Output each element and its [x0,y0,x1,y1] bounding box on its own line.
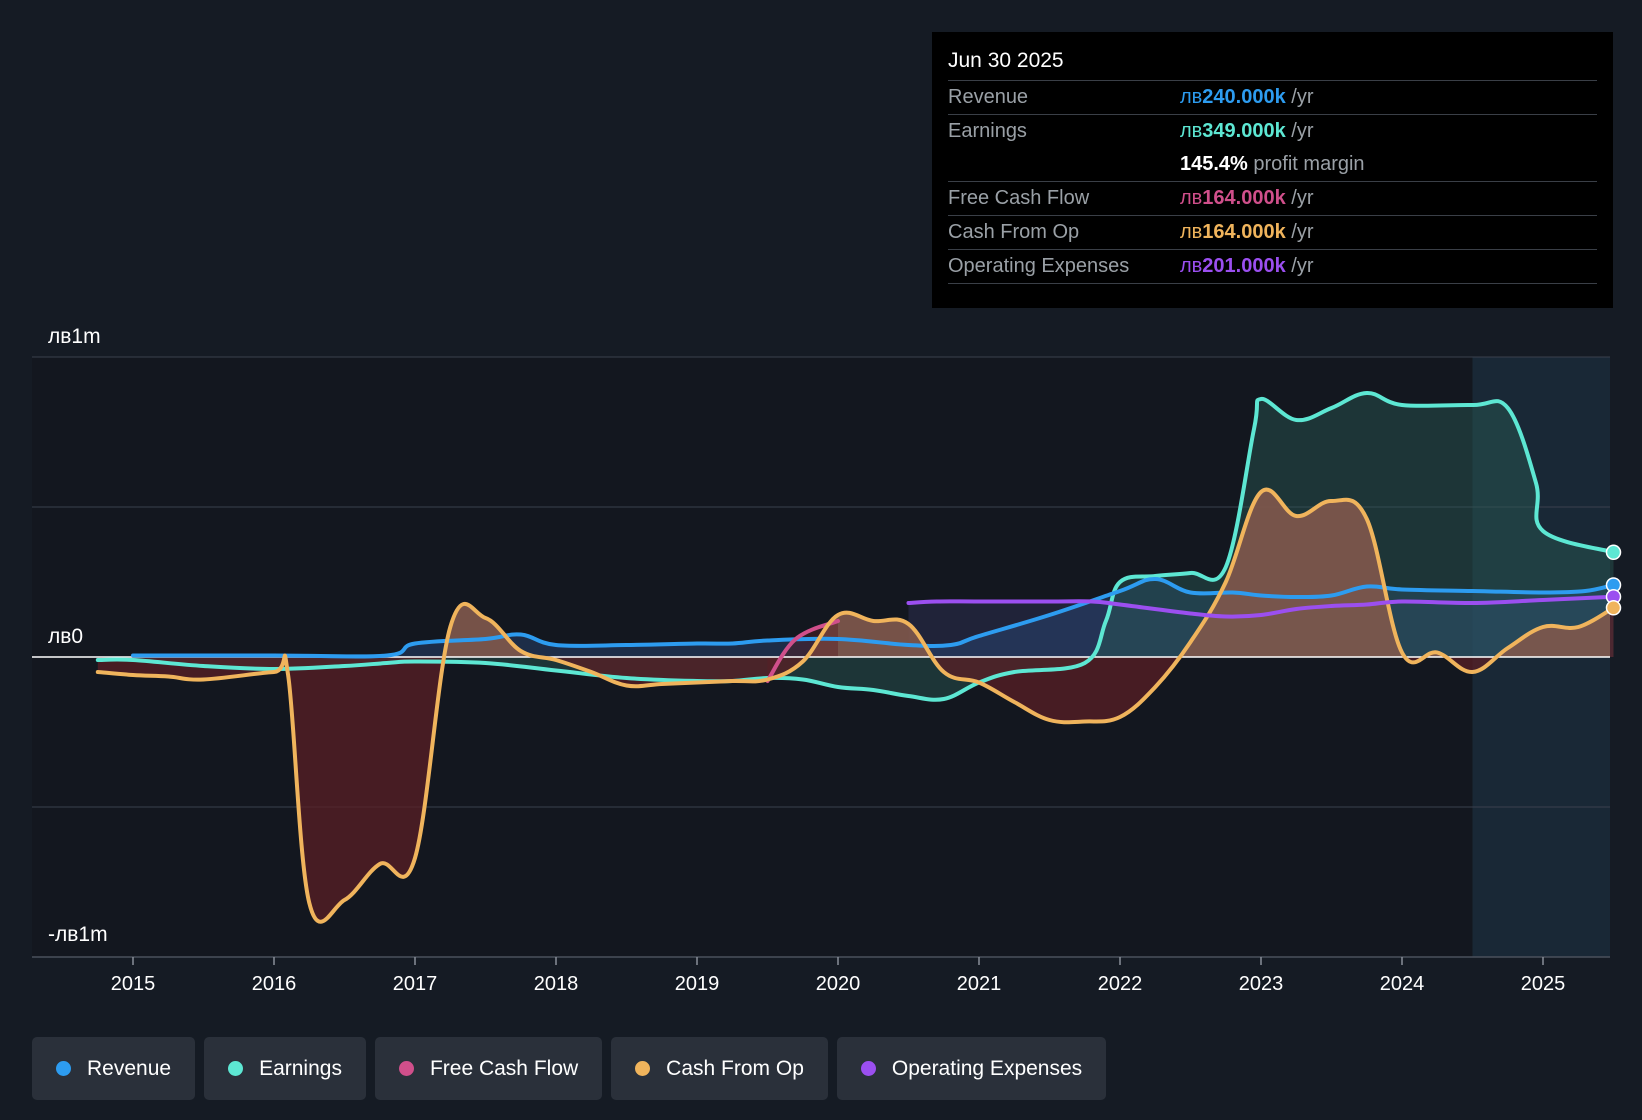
tooltip-row-earnings: Earnings лв349.000k /yr [948,115,1597,148]
tooltip-value: 349.000k [1202,120,1286,142]
y-tick-label: лв1m [48,325,101,348]
tooltip-date: Jun 30 2025 [948,46,1597,81]
tooltip-unit: /yr [1285,221,1314,243]
tooltip-currency: лв [1180,255,1203,277]
end-marker-cfo [1605,600,1622,616]
tooltip-row-cash-from-op: Cash From Op лв164.000k /yr [948,216,1597,250]
tooltip-value: 164.000k [1202,221,1286,243]
legend-item-revenue[interactable]: Revenue [32,1037,196,1100]
tooltip-currency: лв [1180,221,1203,243]
x-tick-label: 2017 [393,973,438,995]
legend-label: Cash From Op [666,1056,804,1080]
x-tick-label: 2024 [1380,973,1425,995]
legend-item-free-cash-flow[interactable]: Free Cash Flow [374,1037,603,1100]
tooltip-currency: лв [1180,120,1203,142]
tooltip-row-operating-expenses: Operating Expenses лв201.000k /yr [948,250,1597,284]
tooltip-unit: /yr [1285,86,1314,108]
legend-label: Earnings [259,1056,342,1080]
y-tick-label: лв0 [48,625,83,648]
tooltip-value: 145.4% [1180,153,1248,175]
tooltip-label: Earnings [948,120,1027,142]
tooltip-label: Operating Expenses [948,255,1130,277]
tooltip-row-free-cash-flow: Free Cash Flow лв164.000k /yr [948,182,1597,216]
tooltip-unit: /yr [1285,120,1314,142]
legend-item-cash-from-op[interactable]: Cash From Op [611,1037,828,1100]
series-line-opex [906,594,1616,619]
tooltip-value: 164.000k [1202,187,1286,209]
tooltip-currency: лв [1180,187,1203,209]
legend-dot-icon [398,1061,414,1076]
tooltip-unit: /yr [1285,187,1314,209]
y-tick-label: -лв1m [48,923,108,946]
legend-label: Operating Expenses [891,1056,1083,1080]
legend-item-operating-expenses[interactable]: Operating Expenses [836,1037,1107,1100]
tooltip-value: 240.000k [1202,86,1286,108]
tooltip-label: Revenue [948,86,1029,108]
tooltip-label: Free Cash Flow [948,187,1090,209]
tooltip-label: Cash From Op [948,221,1080,243]
x-tick-label: 2022 [1098,973,1143,995]
legend-label: Revenue [87,1056,172,1080]
x-tick-label: 2015 [111,973,156,995]
series-line-cfo [95,487,1616,924]
tooltip-row-profit-margin: 145.4% profit margin [948,148,1597,182]
chart-legend: Revenue Earnings Free Cash Flow Cash Fro… [32,1037,1107,1100]
tooltip-row-revenue: Revenue лв240.000k /yr [948,81,1597,115]
tooltip-value: 201.000k [1202,255,1286,277]
tooltip-currency: лв [1180,86,1203,108]
tooltip-label [948,148,1180,181]
x-tick-label: 2021 [957,973,1002,995]
series-line-revenue [131,576,1616,659]
legend-dot-icon [228,1061,244,1076]
tooltip-unit: /yr [1285,255,1314,277]
legend-item-earnings[interactable]: Earnings [204,1037,366,1100]
legend-dot-icon [56,1061,71,1076]
x-tick-label: 2016 [252,973,297,995]
x-tick-label: 2020 [816,973,861,995]
legend-label: Free Cash Flow [429,1056,579,1080]
tooltip-panel: Jun 30 2025 Revenue лв240.000k /yr Earni… [932,32,1613,308]
x-tick-label: 2018 [534,973,579,995]
x-tick-label: 2025 [1521,973,1566,995]
legend-dot-icon [860,1061,876,1076]
legend-dot-icon [635,1061,651,1076]
x-tick-label: 2023 [1239,973,1284,995]
end-marker-earnings [1605,544,1622,561]
x-tick-label: 2019 [675,973,720,995]
tooltip-unit: profit margin [1247,153,1365,175]
